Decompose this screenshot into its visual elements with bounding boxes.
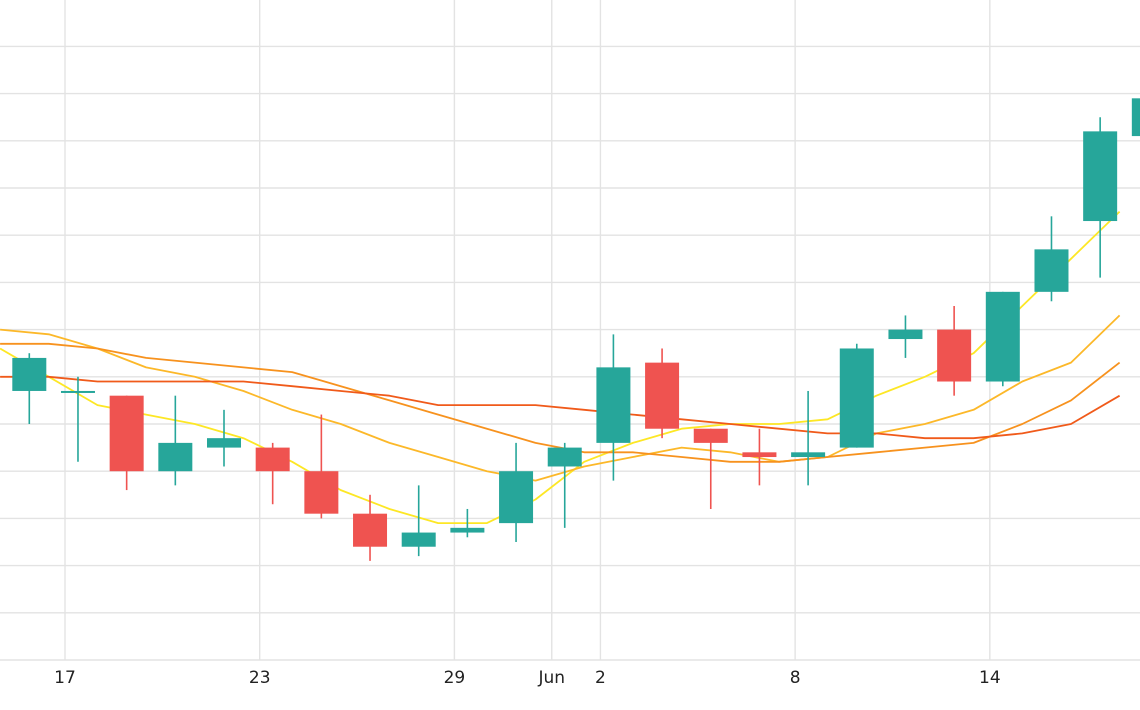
x-tick-label: 17 [54,668,76,688]
candle [109,395,144,491]
candle [1131,98,1140,137]
candle [450,508,485,538]
candle-body [12,357,47,391]
candle-body [791,452,826,458]
grid-lines [0,0,1140,661]
candle [158,395,193,486]
candle-body [985,291,1020,382]
candle [742,428,777,486]
candle-body [60,390,95,393]
candles [12,98,1140,561]
candle-body [693,428,728,443]
candle [985,291,1020,387]
candle-body [401,532,436,547]
candle-body [888,329,923,340]
candle-body [1034,249,1069,292]
candle-body [645,362,680,429]
candle-body [255,447,290,472]
candle [645,348,680,439]
candle-body [353,513,388,547]
candle-body [742,452,777,458]
candle [937,306,972,396]
candle-body [450,527,485,533]
moving-average-line-2 [0,314,1121,482]
candle-body [207,438,242,448]
candle-body [158,442,193,472]
candle-body [109,395,144,472]
candle-body [937,329,972,382]
candle [401,485,436,557]
x-tick-label: 14 [979,668,1001,688]
candle [888,315,923,358]
candle [255,442,290,505]
candle [304,414,339,519]
plot-area [0,98,1140,561]
candle [839,343,874,448]
x-tick-label: 29 [444,668,466,688]
x-tick-label: 8 [790,668,801,688]
x-tick-label: 23 [249,668,271,688]
moving-average-line-3 [0,342,1121,463]
candle-body [839,348,874,448]
candle-body [1083,131,1118,222]
x-axis: 17 23 29 Jun 2 8 14 [54,668,1000,688]
moving-average-lines [0,210,1121,524]
candle [60,376,95,462]
candle [353,494,388,561]
x-tick-label: Jun [537,668,565,688]
candle-body [1131,98,1140,137]
candle [1034,216,1069,302]
candle [1083,117,1118,278]
candle-body [499,471,534,524]
candle [791,390,826,486]
x-tick-label: 2 [595,668,606,688]
candle-body [304,471,339,514]
candle [693,428,728,509]
moving-average-line-4 [0,375,1121,440]
candle [547,442,582,528]
candle-body [547,447,582,467]
moving-average-line-1 [0,210,1121,524]
candle [207,409,242,467]
candle [499,442,534,542]
candle-body [596,367,631,443]
candle [12,353,47,424]
candle [596,334,631,481]
